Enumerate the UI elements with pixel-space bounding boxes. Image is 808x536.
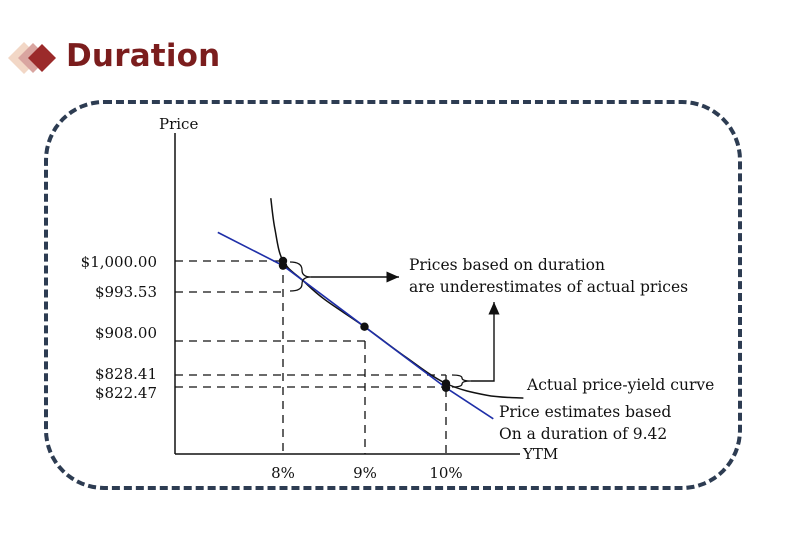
x-axis-label: YTM	[522, 445, 558, 463]
estimate-note-line2: On a duration of 9.42	[499, 425, 667, 443]
y-tick-label: $908.00	[95, 324, 157, 342]
brace-10pct	[451, 374, 472, 388]
y-axis-label: Price	[159, 115, 198, 133]
y-tick-label: $1,000.00	[81, 253, 157, 271]
arrow-up-to-annotation	[471, 302, 500, 382]
x-tick-label: 8%	[271, 464, 295, 482]
underestimate-note-line2: are underestimates of actual prices	[409, 278, 688, 296]
estimate-note-line1: Price estimates based	[499, 403, 671, 421]
brace-8pct	[289, 261, 312, 292]
y-tick-label: $993.53	[95, 283, 157, 301]
underestimate-note-line1: Prices based on duration	[409, 256, 605, 274]
y-tick-label: $828.41	[95, 365, 157, 383]
guide-lines	[175, 260, 447, 454]
x-tick-label: 10%	[429, 464, 462, 482]
curve-label: Actual price-yield curve	[526, 376, 714, 394]
data-point	[278, 261, 288, 270]
diamond-logo-icon	[8, 42, 56, 74]
y-tick-label: $822.47	[95, 384, 157, 402]
data-point	[360, 322, 369, 331]
actual-price-yield-curve	[270, 198, 524, 399]
chart-frame	[44, 100, 742, 490]
slide-title: Duration	[66, 38, 221, 74]
data-point	[441, 383, 451, 392]
x-tick-label: 9%	[353, 464, 377, 482]
